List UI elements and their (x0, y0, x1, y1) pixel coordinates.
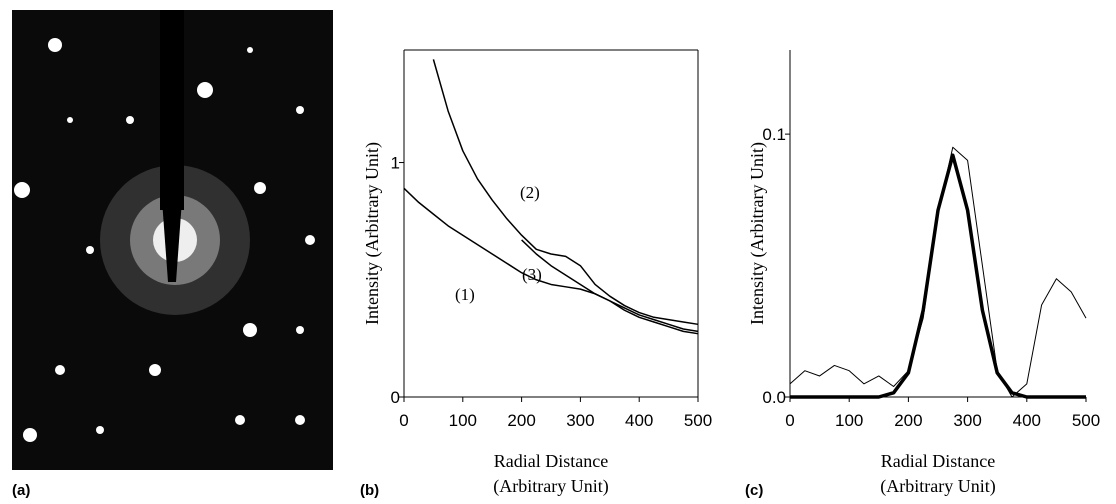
panel-label: (b) (360, 482, 379, 499)
curve-label: (2) (520, 183, 540, 202)
panel-label: (a) (12, 482, 30, 499)
data-line (432, 59, 699, 326)
x-tick-label: 200 (507, 411, 535, 430)
x-tick-label: 400 (625, 411, 653, 430)
x-axis-title: Radial Distance (881, 451, 995, 471)
y-tick-label: 0.0 (762, 388, 786, 407)
curve-label: (3) (522, 265, 542, 284)
x-tick-label: 0 (399, 411, 408, 430)
y-tick-label: 0 (391, 388, 400, 407)
y-tick-label: 1 (391, 154, 400, 173)
y-tick-label: 0.1 (762, 125, 786, 144)
x-tick-label: 100 (449, 411, 477, 430)
data-line (521, 239, 699, 333)
x-tick-label: 0 (785, 411, 794, 430)
data-line (403, 187, 699, 335)
x-tick-label: 300 (953, 411, 981, 430)
x-axis-title: Radial Distance (494, 451, 608, 471)
x-tick-label: 500 (684, 411, 712, 430)
x-tick-label: 300 (566, 411, 594, 430)
data-line (790, 153, 1086, 399)
x-tick-label: 400 (1013, 411, 1041, 430)
y-axis-title: Intensity (Arbitrary Unit) (747, 142, 768, 325)
panel-label: (c) (745, 482, 763, 499)
diffraction-image (12, 10, 333, 470)
y-axis-title: Intensity (Arbitrary Unit) (362, 142, 383, 325)
x-axis-title: (Arbitrary Unit) (493, 476, 608, 497)
x-tick-label: 500 (1072, 411, 1100, 430)
x-tick-label: 100 (835, 411, 863, 430)
curve-label: (1) (455, 285, 475, 304)
x-axis-title: (Arbitrary Unit) (880, 476, 995, 497)
data-line (789, 146, 1087, 398)
x-tick-label: 200 (894, 411, 922, 430)
